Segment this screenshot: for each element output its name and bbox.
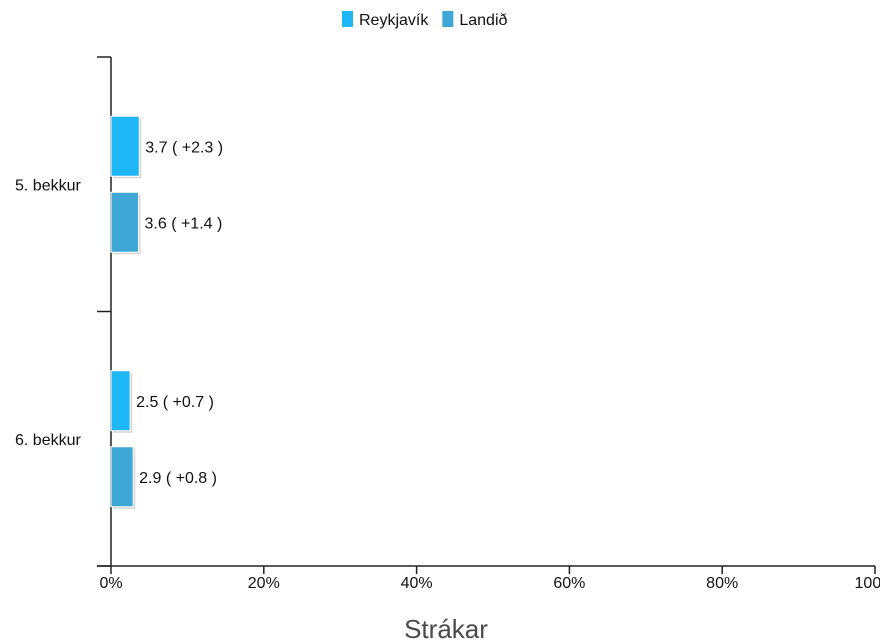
category-label: 6. bekkur <box>15 432 81 449</box>
bars: 3.7 ( +2.3 ) 3.6 ( +1.4 ) 2.5 ( +0.7 ) 2.9 … <box>110 115 223 509</box>
category-label: 5. bekkur <box>15 177 81 194</box>
bar-data-label: 2.5 ( +0.7 ) <box>136 394 214 411</box>
legend-label: Reykjavík <box>359 12 429 29</box>
bar-data-label: 3.7 ( +2.3 ) <box>145 139 223 156</box>
axes: 0% 20% 40% 60% 80% 100% 5. bekkur 6. bekkur <box>15 56 880 592</box>
x-tick-label: 60% <box>553 575 585 592</box>
bar <box>110 191 140 253</box>
x-axis-title: Strákar <box>404 614 488 644</box>
legend-swatch <box>342 11 353 27</box>
x-tick-label: 20% <box>248 575 280 592</box>
x-tick-label: 40% <box>401 575 433 592</box>
x-tick-label: 80% <box>706 575 738 592</box>
x-tick-label: 0% <box>99 575 122 592</box>
bar <box>110 115 140 177</box>
bar-data-label: 3.6 ( +1.4 ) <box>145 215 223 232</box>
legend-label: Landið <box>459 12 507 29</box>
bar <box>110 370 131 432</box>
legend-swatch <box>442 11 454 27</box>
legend: Reykjavík Landið <box>342 11 508 29</box>
bar-data-label: 2.9 ( +0.8 ) <box>139 470 217 487</box>
bar <box>110 446 134 508</box>
x-tick-label: 100% <box>855 575 880 592</box>
